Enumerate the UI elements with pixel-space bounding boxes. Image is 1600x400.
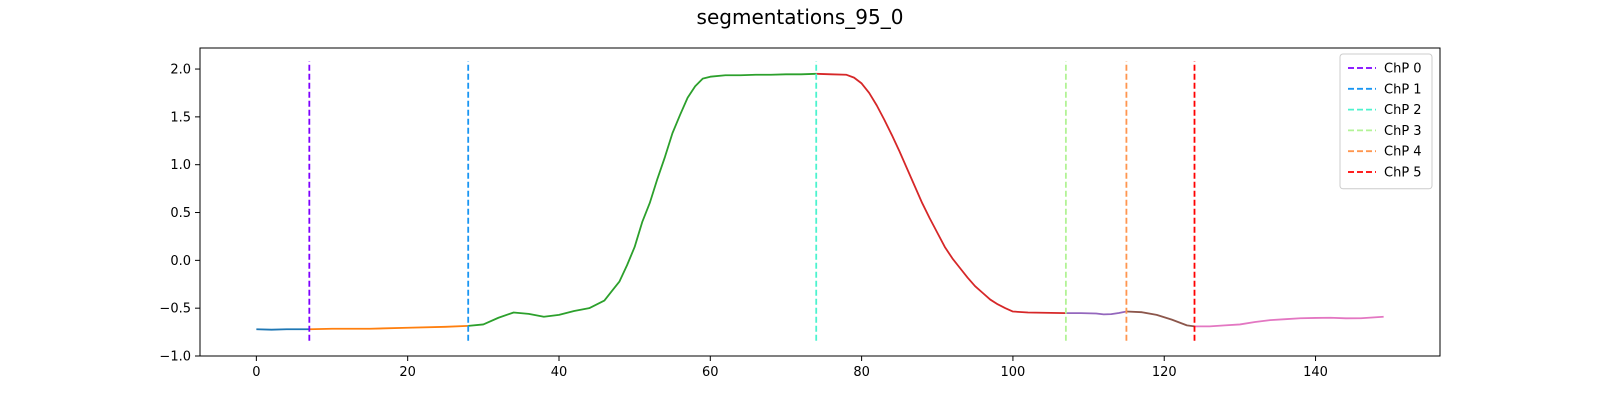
- y-tick-label: 0.5: [170, 206, 191, 221]
- y-tick-label: 0.0: [170, 254, 191, 269]
- signal-segment: [1065, 310, 1127, 316]
- y-tick-label: 1.0: [170, 158, 191, 173]
- y-tick-label: 2.0: [170, 63, 191, 78]
- x-tick-label: 100: [1001, 365, 1026, 380]
- y-tick-label: −0.5: [159, 302, 191, 317]
- x-tick-label: 140: [1303, 365, 1328, 380]
- signal-segment: [309, 324, 469, 331]
- x-axis: 0 20 40 60 80 100 120 140: [252, 356, 1328, 380]
- signal-segment: [1126, 310, 1195, 328]
- x-tick-label: 40: [551, 365, 568, 380]
- legend-entry-label: ChP 4: [1384, 145, 1422, 160]
- legend-entry-label: ChP 3: [1384, 124, 1422, 139]
- signal-segment: [468, 72, 817, 327]
- signal-segments: [256, 72, 1384, 331]
- x-tick-label: 60: [702, 365, 719, 380]
- legend-entry-label: ChP 1: [1384, 82, 1422, 97]
- chart-title: segmentations_95_0: [697, 5, 904, 29]
- legend: ChP 0 ChP 1 ChP 2 ChP 3 ChP 4 ChP 5: [1339, 53, 1433, 190]
- signal-segment: [816, 72, 1066, 315]
- x-tick-label: 20: [399, 365, 416, 380]
- legend-entry-label: ChP 2: [1384, 103, 1422, 118]
- x-tick-label: 120: [1152, 365, 1177, 380]
- signal-segment: [1194, 315, 1384, 328]
- plot-area: [199, 47, 1441, 357]
- y-tick-label: −1.0: [159, 350, 191, 365]
- legend-entry-label: ChP 0: [1384, 62, 1422, 77]
- legend-entry-label: ChP 5: [1384, 166, 1422, 181]
- x-tick-label: 80: [853, 365, 870, 380]
- y-axis: −1.0 −0.5 0.0 0.5 1.0 1.5 2.0: [159, 63, 200, 365]
- y-tick-label: 1.5: [170, 110, 191, 125]
- x-tick-label: 0: [252, 365, 260, 380]
- changepoint-lines: [308, 61, 1196, 341]
- legend-frame: [1339, 53, 1433, 190]
